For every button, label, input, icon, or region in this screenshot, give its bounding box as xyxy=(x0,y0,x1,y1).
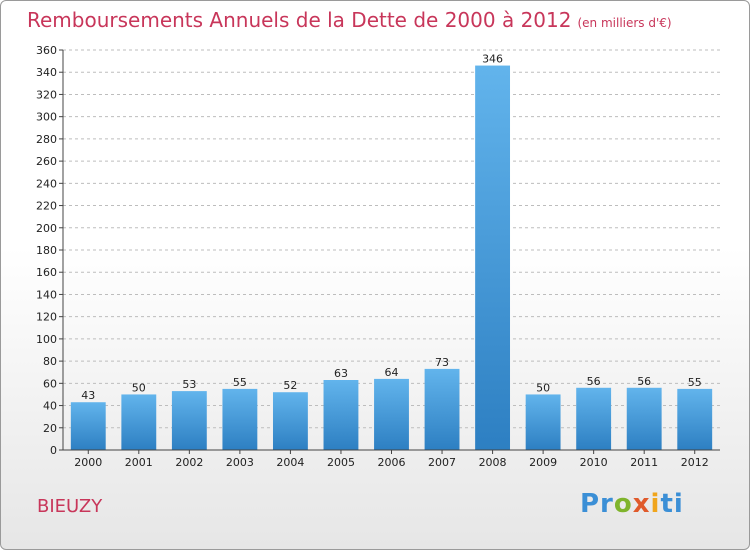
value-label-2006: 64 xyxy=(385,366,399,379)
x-tick-label-2012: 2012 xyxy=(681,456,709,469)
bar-2010 xyxy=(576,387,612,450)
bar-2005 xyxy=(323,380,359,450)
value-label-2000: 43 xyxy=(81,389,95,402)
y-tick-label-260: 260 xyxy=(36,155,57,168)
chart-title: Remboursements Annuels de la Dette de 20… xyxy=(27,8,672,32)
x-tick-label-2006: 2006 xyxy=(378,456,406,469)
bar-2007 xyxy=(424,368,460,450)
y-tick-label-100: 100 xyxy=(36,333,57,346)
y-tick-label-340: 340 xyxy=(36,66,57,79)
value-label-2010: 56 xyxy=(587,375,601,388)
chart-title-text: Remboursements Annuels de la Dette de 20… xyxy=(27,8,572,32)
value-label-2005: 63 xyxy=(334,367,348,380)
y-axis: 0 20 40 60 80 100 120 140 160 180 200 220 240 260 280 3… xyxy=(36,44,64,457)
y-tick-label-300: 300 xyxy=(36,111,57,124)
x-tick-label-2010: 2010 xyxy=(580,456,608,469)
bar-2012 xyxy=(677,388,713,450)
bar-2001 xyxy=(121,394,157,450)
y-tick-label-180: 180 xyxy=(36,244,57,257)
bar-2006 xyxy=(374,378,409,450)
value-label-2008: 346 xyxy=(482,53,503,66)
x-tick-label-2001: 2001 xyxy=(125,456,153,469)
chart-subtitle: (en milliers d'€) xyxy=(577,16,672,30)
value-label-2012: 55 xyxy=(688,376,702,389)
bar-2004 xyxy=(272,392,308,450)
y-tick-label-200: 200 xyxy=(36,222,57,235)
x-tick-label-2000: 2000 xyxy=(74,456,102,469)
x-tick-label-2011: 2011 xyxy=(630,456,658,469)
proxiti-logo[interactable]: Proxiti xyxy=(580,489,684,519)
bar-2011 xyxy=(626,387,662,450)
bar-2009 xyxy=(525,394,561,450)
value-label-2011: 56 xyxy=(637,375,651,388)
y-tick-label-120: 120 xyxy=(36,311,57,324)
x-tick-label-2004: 2004 xyxy=(276,456,304,469)
bar-2002 xyxy=(171,391,207,450)
value-label-2004: 52 xyxy=(283,379,297,392)
y-tick-label-40: 40 xyxy=(43,400,57,413)
x-tick-label-2007: 2007 xyxy=(428,456,456,469)
y-tick-label-60: 60 xyxy=(43,377,57,390)
bar-2000 xyxy=(70,402,106,450)
y-tick-label-220: 220 xyxy=(36,200,57,213)
value-label-2001: 50 xyxy=(132,381,146,394)
y-tick-label-240: 240 xyxy=(36,177,57,190)
value-label-2002: 53 xyxy=(182,378,196,391)
y-tick-label-280: 280 xyxy=(36,133,57,146)
x-tick-label-2008: 2008 xyxy=(479,456,507,469)
x-tick-label-2003: 2003 xyxy=(226,456,254,469)
value-label-2003: 55 xyxy=(233,376,247,389)
value-label-2007: 73 xyxy=(435,356,449,369)
y-tick-label-0: 0 xyxy=(50,444,57,457)
bar-2003 xyxy=(222,388,258,450)
x-tick-label-2002: 2002 xyxy=(175,456,203,469)
bar-2008 xyxy=(475,65,511,451)
place-name: BIEUZY xyxy=(37,496,103,517)
y-tick-label-80: 80 xyxy=(43,355,57,368)
value-label-2009: 50 xyxy=(536,381,550,394)
y-tick-label-160: 160 xyxy=(36,266,57,279)
y-tick-label-360: 360 xyxy=(36,44,57,57)
x-axis: 2000 2001 2002 2003 2004 2005 2006 2007 2008 2009… xyxy=(63,449,720,469)
y-tick-label-140: 140 xyxy=(36,288,57,301)
x-tick-label-2005: 2005 xyxy=(327,456,355,469)
bars: 43 50 53 55 52 63 64 73 346 50 56 56 55 xyxy=(70,53,713,451)
y-tick-label-320: 320 xyxy=(36,88,57,101)
x-tick-label-2009: 2009 xyxy=(529,456,557,469)
y-tick-label-20: 20 xyxy=(43,422,57,435)
